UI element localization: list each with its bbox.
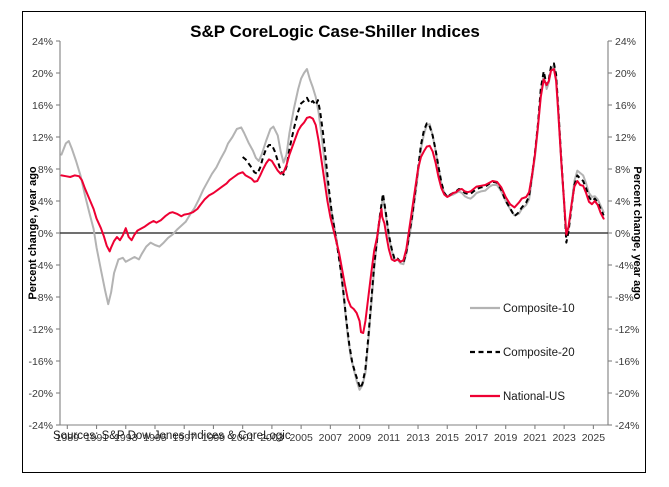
y-tick-label: 12% [615,132,636,144]
x-tick-label: 2021 [523,432,547,444]
y-tick-label: 24% [615,36,636,48]
y-axis-left: 24% 20% 16% 12% 8% 4% 0% -4% -8% -12% -16% -20% -24% [28,36,60,432]
x-tick-label: 2007 [319,432,343,444]
y-tick-label: -20% [615,388,640,400]
x-tick-label: 2013 [406,432,430,444]
x-tick-label: 1993 [114,432,138,444]
y-tick-label: 0% [615,228,630,240]
x-tick-label: 2001 [231,432,255,444]
x-tick-label: 2025 [582,432,606,444]
y-tick-label: -16% [28,356,53,368]
legend-label-composite-10: Composite-10 [503,303,575,315]
legend-label-composite-20: Composite-20 [503,347,575,359]
y-tick-label: 4% [38,196,53,208]
x-axis: 1989 1991 1993 1995 1997 1999 2001 2003 2005 2007… [56,425,606,444]
x-tick-label: 2019 [494,432,518,444]
x-tick-label: 1989 [56,432,80,444]
y-tick-label: -12% [28,324,53,336]
y-tick-label: -12% [615,324,640,336]
y-tick-label: -8% [34,292,53,304]
chart-figure: S&P CoreLogic Case-Shiller Indices 24% 20… [22,11,646,473]
y-tick-label: -20% [28,388,53,400]
axis-titles: Percent change, year ago Percent change, … [27,166,643,300]
x-tick-label: 2009 [348,432,372,444]
x-tick-label: 2011 [378,432,401,444]
y-axis-title-right: Percent change, year ago [631,166,643,300]
y-tick-label: -24% [615,420,640,432]
y-axis-title-left: Percent change, year ago [27,166,39,300]
y-tick-label: -4% [615,260,634,272]
y-tick-label: 12% [32,132,53,144]
y-tick-label: -4% [34,260,53,272]
x-tick-label: 2003 [260,432,284,444]
y-tick-label: -16% [615,356,640,368]
legend-label-national-us: National-US [503,391,565,403]
y-tick-label: -24% [28,420,53,432]
y-tick-label: -8% [615,292,634,304]
y-axis-right: 24% 20% 16% 12% 8% 4% 0% -4% -8% -12% -16% -20% -24% [608,36,640,432]
x-tick-label: 2017 [465,432,489,444]
y-tick-label: 4% [615,196,630,208]
page-title: S&P CoreLogic Case-Shiller Indices [190,22,480,41]
x-tick-label: 2015 [436,432,460,444]
y-tick-label: 24% [32,36,53,48]
x-tick-label: 1997 [173,432,197,444]
y-tick-label: 20% [615,68,636,80]
chart-plot: 24% 20% 16% 12% 8% 4% 0% -4% -8% -12% -16% -20% -24%… [27,36,643,444]
x-tick-label: 1991 [85,432,109,444]
y-tick-label: 8% [38,164,53,176]
series-line-composite-10 [60,64,605,391]
y-tick-label: 0% [38,228,53,240]
series-line-composite-20 [242,62,605,390]
x-tick-label: 2023 [552,432,576,444]
x-tick-label: 1999 [202,432,226,444]
series-line-national-us [60,68,605,334]
chart-legend: Composite-10 Composite-20 National-US [470,303,575,403]
x-tick-label: 1995 [143,432,167,444]
x-tick-label: 2005 [289,432,313,444]
y-tick-label: 16% [32,100,53,112]
y-tick-label: 20% [32,68,53,80]
y-tick-label: 16% [615,100,636,112]
y-tick-label: 8% [615,164,630,176]
source-note: Sources: S&P Dow Jones Indices & CoreLog… [53,430,291,442]
data-series-group [60,62,605,391]
